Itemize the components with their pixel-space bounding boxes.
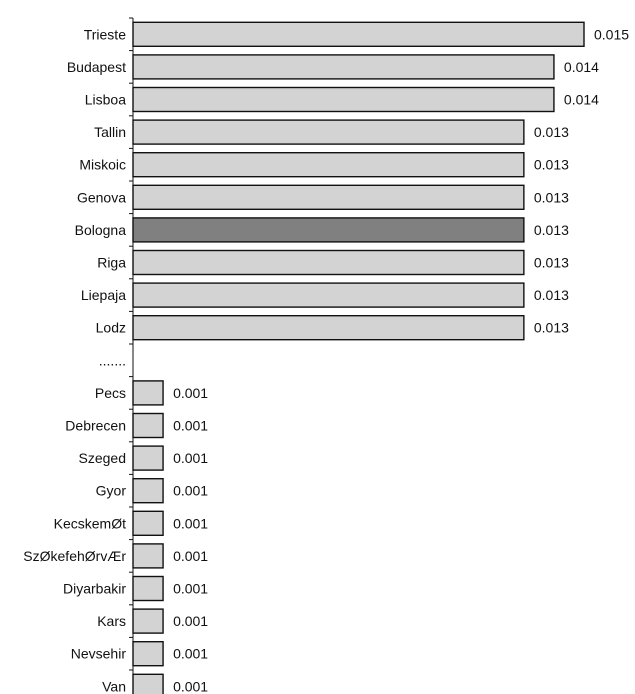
value-label: 0.013 [534, 222, 569, 238]
category-label: Tallin [94, 124, 126, 140]
category-label: Lodz [96, 320, 126, 336]
bar [132, 478, 164, 504]
bar [132, 608, 164, 634]
category-label: ....... [99, 352, 126, 368]
category-label: Bologna [75, 222, 127, 238]
value-label: 0.001 [173, 385, 208, 401]
category-label: Nevsehir [71, 646, 127, 662]
category-label: SzØkefehØrvÆr [23, 548, 126, 564]
value-label: 0.015 [594, 26, 629, 42]
bar [132, 510, 164, 536]
value-label: 0.014 [564, 59, 599, 75]
value-label: 0.001 [173, 548, 208, 564]
bar [132, 543, 164, 569]
category-label: Diyarbakir [63, 581, 126, 597]
value-label: 0.001 [173, 646, 208, 662]
bar [132, 641, 164, 667]
bar [132, 151, 525, 178]
category-label: Szeged [79, 450, 126, 466]
value-label: 0.001 [173, 613, 208, 629]
value-label: 0.013 [534, 287, 569, 303]
bar [132, 54, 555, 80]
bar [132, 86, 555, 113]
value-label: 0.001 [173, 483, 208, 499]
bar [132, 380, 164, 406]
category-label: Pecs [95, 385, 126, 401]
category-label: KecskemØt [54, 515, 126, 531]
value-label: 0.013 [534, 255, 569, 271]
category-label: Lisboa [85, 92, 126, 108]
bar [132, 184, 525, 211]
value-label: 0.001 [173, 450, 208, 466]
value-label: 0.001 [173, 581, 208, 597]
bar [132, 217, 525, 243]
bar [132, 412, 164, 439]
category-label: Riga [97, 255, 126, 271]
bar [132, 445, 164, 471]
value-label: 0.013 [534, 124, 569, 140]
bar [132, 673, 164, 694]
bar [132, 249, 525, 276]
bar [132, 21, 585, 47]
category-label: Budapest [67, 59, 126, 75]
value-label: 0.014 [564, 92, 599, 108]
bar [132, 119, 525, 145]
category-label: Liepaja [81, 287, 126, 303]
category-label: Debrecen [65, 418, 126, 434]
category-label: Miskoic [79, 157, 126, 173]
category-label: Van [102, 678, 126, 694]
value-label: 0.013 [534, 320, 569, 336]
value-label: 0.001 [173, 418, 208, 434]
bar [132, 315, 525, 341]
bar [132, 282, 525, 308]
category-label: Gyor [96, 483, 127, 499]
value-label: 0.001 [173, 678, 208, 694]
value-label: 0.001 [173, 515, 208, 531]
value-label: 0.013 [534, 189, 569, 205]
category-label: Genova [77, 189, 126, 205]
category-label: Kars [97, 613, 126, 629]
category-label: Trieste [84, 26, 126, 42]
bar [132, 575, 164, 602]
value-label: 0.013 [534, 157, 569, 173]
